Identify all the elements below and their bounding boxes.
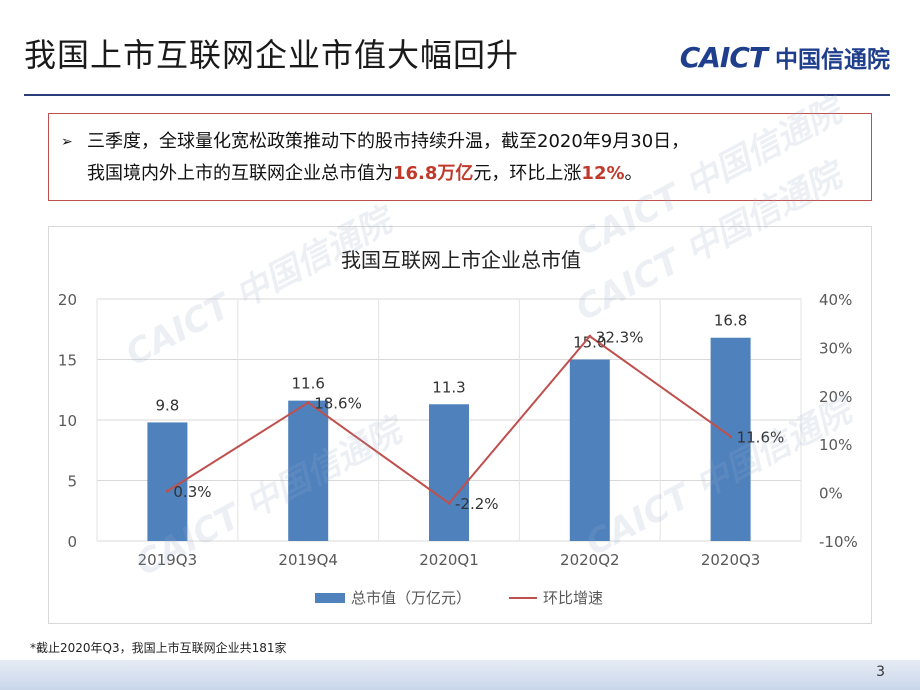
- page-title: 我国上市互联网企业市值大幅回升: [24, 36, 520, 74]
- caict-logo: CAICT 中国信通院: [680, 40, 890, 74]
- legend-label-line: 环比增速: [543, 589, 603, 607]
- y-right-tick-label: -10%: [819, 533, 858, 551]
- summary-callout: ➢ 三季度，全球量化宽松政策推动下的股市持续升温，截至2020年9月30日， 我…: [48, 113, 872, 201]
- y-right-tick-label: 0%: [819, 485, 843, 503]
- chart-container: 我国互联网上市企业总市值 0 5 10 15 20 -10% 0% 10% 20% 30% 40% 9.…: [48, 226, 872, 624]
- chart-title: 我国互联网上市企业总市值: [341, 248, 581, 272]
- page-number: 3: [876, 664, 885, 680]
- growth-point: [729, 434, 733, 438]
- legend-label-bar: 总市值（万亿元）: [351, 589, 471, 607]
- highlight-market-cap: 16.8万亿: [393, 163, 474, 184]
- bar-value-label: 11.3: [432, 378, 465, 396]
- y-left-tick-label: 10: [58, 412, 77, 430]
- bar: [288, 400, 329, 541]
- growth-value-label: 32.3%: [596, 328, 644, 346]
- bar-value-label: 11.6: [291, 375, 324, 393]
- growth-point: [306, 401, 310, 405]
- x-tick-label: 2020Q3: [701, 551, 761, 569]
- y-right-tick-label: 20%: [819, 388, 852, 406]
- bar: [569, 359, 610, 541]
- highlight-growth: 12%: [581, 163, 625, 184]
- bar: [710, 337, 751, 541]
- growth-value-label: 18.6%: [314, 395, 362, 413]
- bullet-arrow-icon: ➢: [61, 134, 73, 150]
- growth-point: [165, 489, 169, 493]
- combo-chart: 我国互联网上市企业总市值 0 5 10 15 20 -10% 0% 10% 20% 30% 40% 9.…: [58, 248, 858, 607]
- y-right-tick-label: 10%: [819, 436, 852, 454]
- y-left-tick-label: 20: [58, 291, 77, 309]
- growth-value-label: 0.3%: [173, 483, 211, 501]
- x-tick-label: 2019Q3: [138, 551, 198, 569]
- y-left-tick-label: 0: [67, 533, 77, 551]
- bar: [429, 404, 469, 541]
- legend-swatch-bar: [315, 593, 345, 603]
- y-left-tick-label: 15: [58, 352, 77, 370]
- growth-value-label: -2.2%: [455, 495, 499, 513]
- callout-line-2: 我国境内外上市的互联网企业总市值为16.8万亿元，环比上涨12%。: [65, 158, 855, 190]
- growth-value-label: 11.6%: [737, 428, 785, 446]
- callout-text-b: 元，环比上涨: [473, 163, 582, 184]
- growth-point: [588, 334, 592, 338]
- growth-point: [447, 501, 451, 505]
- y-right-tick-label: 30%: [819, 339, 852, 357]
- footnote: *截止2020年Q3，我国上市互联网企业共181家: [30, 641, 287, 655]
- y-right-tick-label: 40%: [819, 291, 852, 309]
- bar-value-label: 9.8: [155, 396, 179, 414]
- callout-text-a: 我国境内外上市的互联网企业总市值为: [87, 163, 393, 184]
- title-divider: [24, 94, 890, 96]
- logo-text-en: CAICT: [679, 41, 768, 74]
- x-tick-label: 2020Q2: [560, 551, 620, 569]
- bar-value-label: 16.8: [714, 312, 747, 330]
- x-tick-label: 2020Q1: [419, 551, 479, 569]
- logo-text-cn: 中国信通院: [775, 47, 890, 73]
- y-left-tick-label: 5: [67, 473, 77, 491]
- callout-text-c: 。: [624, 163, 643, 184]
- x-tick-label: 2019Q4: [278, 551, 338, 569]
- footer-band: [0, 660, 920, 690]
- callout-line-1: 三季度，全球量化宽松政策推动下的股市持续升温，截至2020年9月30日，: [87, 131, 690, 152]
